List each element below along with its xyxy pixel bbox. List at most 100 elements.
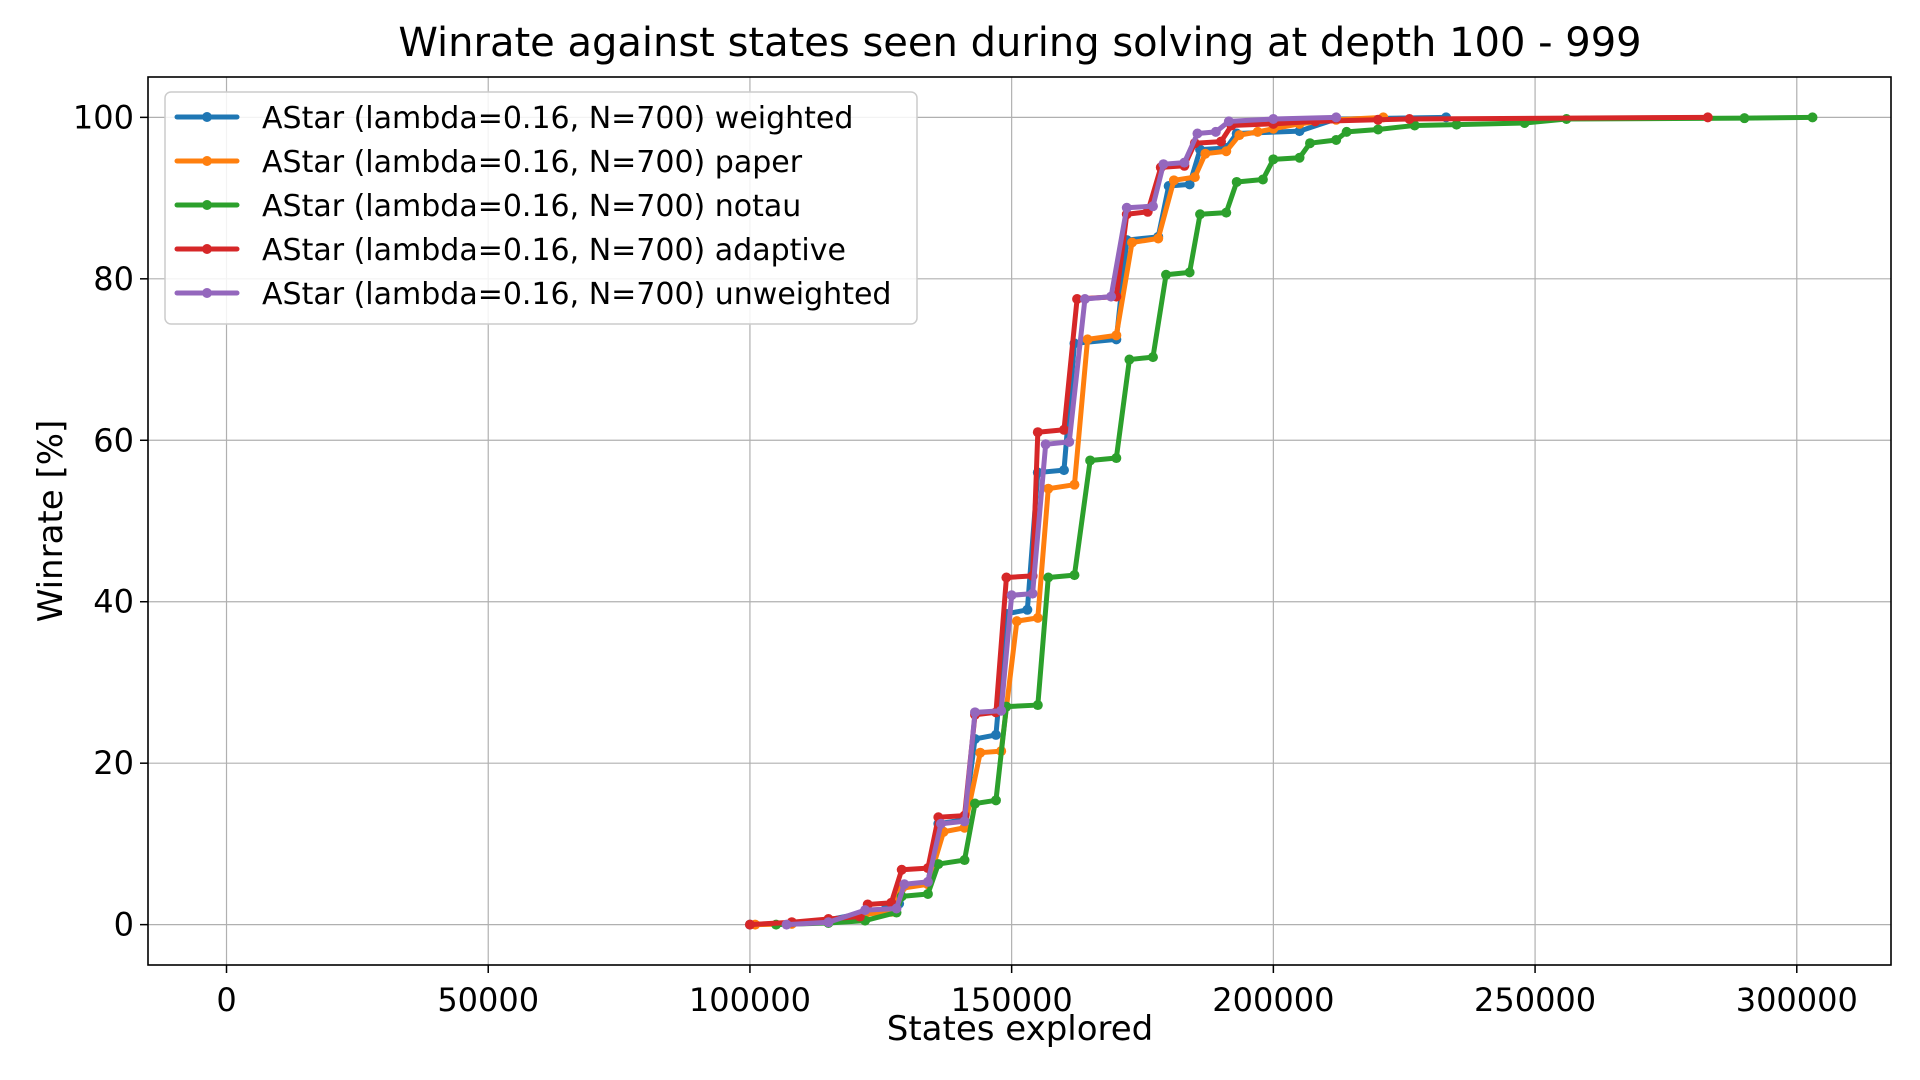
data-point [1234, 130, 1245, 141]
data-point [1111, 453, 1122, 464]
data-point [1124, 354, 1135, 365]
legend-swatch-marker [202, 244, 212, 254]
data-point [1032, 612, 1043, 623]
data-point [1082, 334, 1093, 345]
data-point [1069, 479, 1080, 490]
legend-swatch-marker [202, 112, 212, 122]
data-point [975, 747, 986, 758]
data-point [1043, 572, 1054, 583]
legend-swatch-marker [202, 156, 212, 166]
data-point [1001, 572, 1012, 583]
data-point [1147, 201, 1158, 212]
data-point [781, 919, 792, 930]
data-point [1111, 330, 1122, 341]
data-point [935, 818, 946, 829]
data-point [1192, 128, 1203, 139]
data-point [990, 729, 1001, 740]
data-point [1127, 237, 1138, 248]
data-point [1373, 124, 1384, 135]
data-point [1058, 465, 1069, 476]
y-tick-label: 20 [93, 744, 134, 782]
data-point [1451, 119, 1462, 130]
data-point [1158, 159, 1169, 170]
data-point [1153, 233, 1164, 244]
data-point [1331, 134, 1342, 145]
data-point [1341, 126, 1352, 137]
data-point [1257, 174, 1268, 185]
x-tick-label: 50000 [437, 981, 539, 1019]
data-point [1189, 172, 1200, 183]
data-point [959, 816, 970, 827]
data-point [744, 919, 755, 930]
y-axis-label: Winrate [%] [31, 420, 71, 623]
data-point [922, 876, 933, 887]
y-tick-label: 100 [73, 98, 134, 136]
data-point [1121, 202, 1132, 213]
data-point [1210, 126, 1221, 137]
data-point [1294, 152, 1305, 163]
legend: AStar (lambda=0.16, N=700) weighted AStar… [164, 91, 918, 325]
data-point [970, 798, 981, 809]
data-point [1223, 116, 1234, 127]
legend-item: AStar (lambda=0.16, N=700) notau [174, 189, 801, 224]
x-tick-label: 0 [216, 981, 236, 1019]
data-point [1106, 291, 1117, 302]
data-point [1216, 136, 1227, 147]
data-point [1032, 427, 1043, 438]
data-point [959, 855, 970, 866]
x-tick-label: 300000 [1736, 981, 1858, 1019]
data-point [933, 859, 944, 870]
data-point [1252, 126, 1263, 137]
data-point [1147, 352, 1158, 363]
legend-label: AStar (lambda=0.16, N=700) notau [262, 189, 801, 224]
data-point [1085, 455, 1096, 466]
y-tick-label: 0 [114, 906, 134, 944]
data-point [1022, 604, 1033, 615]
legend-box [164, 91, 918, 325]
plot-frame [147, 76, 1892, 966]
legend-item: AStar (lambda=0.16, N=700) unweighted [174, 277, 891, 312]
data-point [1268, 113, 1279, 124]
data-point [1221, 207, 1232, 218]
x-axis: 0 50000 100000 150000 200000 250000 300000 [216, 965, 1858, 1019]
series-4 [781, 112, 1342, 930]
data-point [1294, 126, 1305, 137]
y-tick-label: 40 [93, 583, 134, 621]
y-tick-label: 60 [93, 421, 134, 459]
data-point [1168, 175, 1179, 186]
data-point [1331, 112, 1342, 123]
data-point [1072, 294, 1083, 304]
x-axis-label: States explored [887, 1009, 1154, 1049]
data-point [1268, 154, 1279, 165]
data-point [1058, 424, 1069, 435]
x-tick-label: 100000 [689, 981, 811, 1019]
x-tick-label: 150000 [951, 981, 1073, 1019]
data-point [1231, 176, 1242, 187]
data-point [896, 864, 907, 875]
legend-item: AStar (lambda=0.16, N=700) adaptive [174, 233, 846, 268]
legend-label: AStar (lambda=0.16, N=700) unweighted [262, 277, 891, 312]
data-point [1069, 570, 1080, 581]
data-point [1807, 112, 1818, 123]
data-point [1079, 294, 1090, 304]
data-point [1043, 483, 1054, 494]
data-point [1006, 590, 1017, 601]
data-point [1305, 138, 1315, 149]
data-point [1221, 146, 1232, 157]
data-point [823, 917, 834, 928]
legend-label: AStar (lambda=0.16, N=700) weighted [262, 101, 853, 136]
data-point [1404, 113, 1415, 124]
y-axis: 0 20 40 60 80 100 [73, 98, 148, 944]
data-point [970, 707, 981, 718]
data-point [996, 705, 1007, 716]
data-point [1739, 113, 1750, 124]
data-point [891, 903, 902, 914]
data-point [1200, 148, 1211, 159]
series-line [773, 114, 1815, 928]
legend-label: AStar (lambda=0.16, N=700) paper [262, 145, 803, 180]
data-point [1184, 267, 1195, 278]
data-point [1184, 179, 1195, 190]
legend-item: AStar (lambda=0.16, N=700) paper [174, 145, 803, 180]
x-tick-label: 200000 [1212, 981, 1334, 1019]
